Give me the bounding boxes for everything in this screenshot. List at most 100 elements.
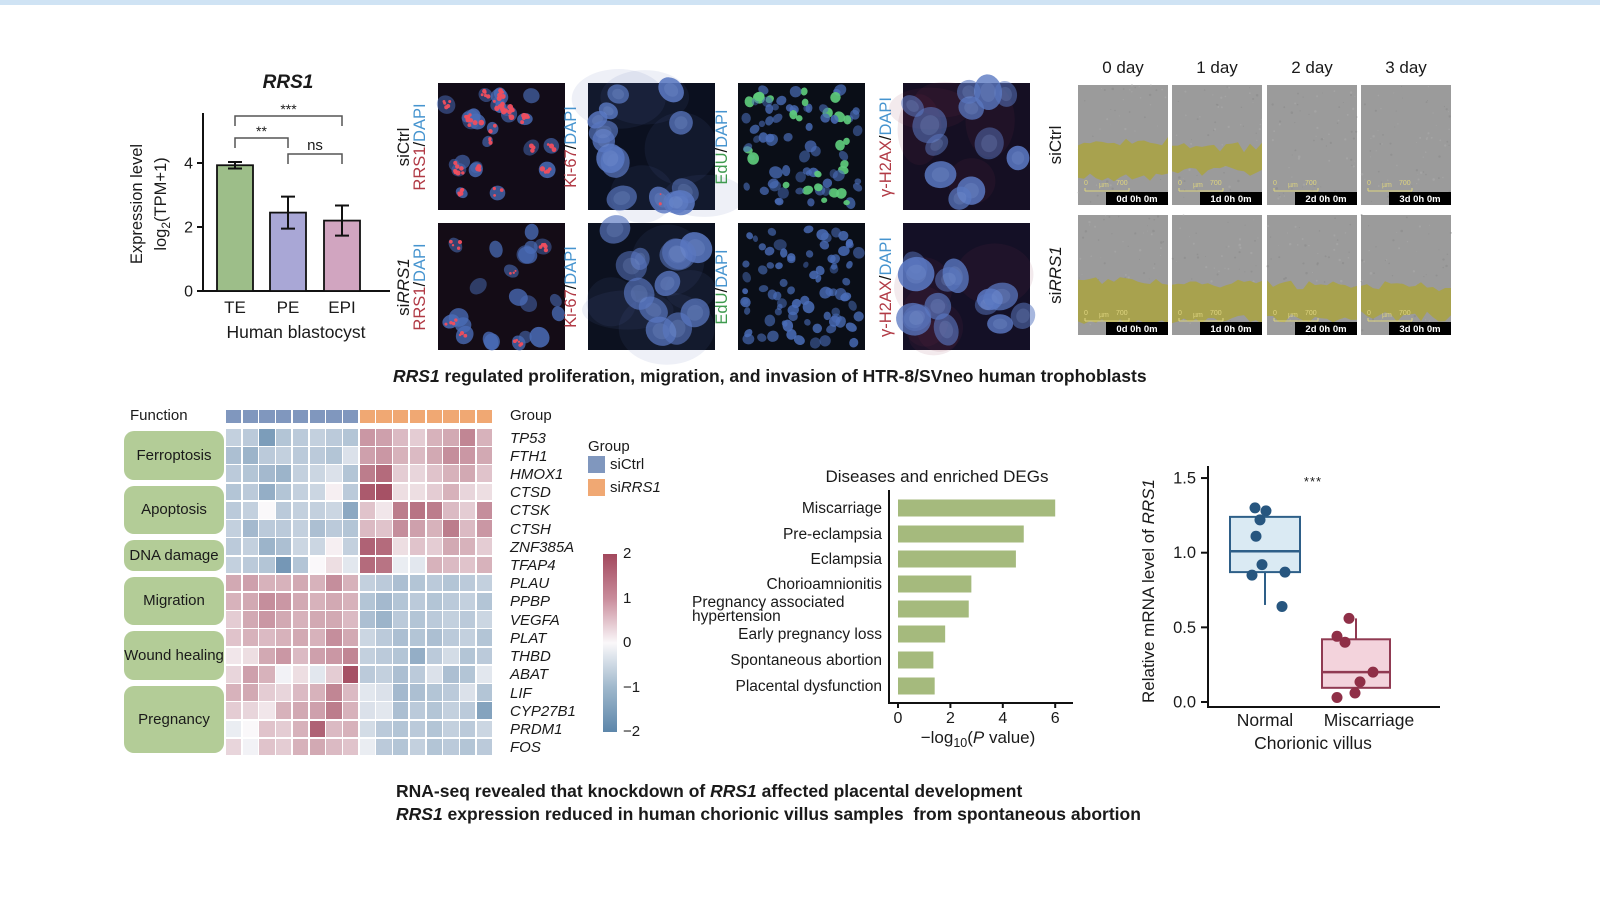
heatmap-cell: [443, 647, 459, 665]
heatmap-legend-title: Group: [588, 438, 630, 455]
heatmap-cell: [460, 538, 476, 555]
gene-label-CYP27B1: CYP27B1: [510, 702, 576, 720]
significance-label: ***: [280, 101, 297, 117]
heatmap-cell: [276, 501, 292, 519]
enrichment-bar-2: [898, 550, 1016, 568]
text-segment: RRS1: [396, 804, 443, 824]
heatmap-cell: [343, 520, 359, 537]
heatmap-cell: [242, 629, 258, 647]
heatmap-cell: [393, 447, 409, 464]
heatmap-cell: [343, 556, 359, 574]
heatmap-cell: [292, 483, 309, 501]
heatmap-cell: [443, 629, 459, 647]
text-segment: DAPI: [713, 108, 731, 148]
function-box-ferroptosis: Ferroptosis: [124, 431, 224, 480]
heatmap-cell: [309, 592, 325, 610]
timestamp-text: 2d 0h 0m: [1305, 194, 1346, 205]
heatmap-cell: [309, 738, 325, 756]
heatmap-cell: [359, 429, 375, 446]
scale-bar: [1084, 188, 1130, 192]
heatmap-cell: [292, 429, 309, 446]
heatmap-cell: [426, 720, 442, 738]
heatmap-cell: [242, 447, 258, 464]
gene-label-ABAT: ABAT: [510, 666, 549, 684]
text-segment: /: [411, 281, 429, 287]
heatmap-cell: [359, 520, 375, 537]
svg-text:0: 0: [1178, 310, 1182, 317]
wound-image-Ctrl-day3: 0 µm 700 3d 0h 0m: [1360, 85, 1451, 205]
wound-day-header: 2 day: [1291, 58, 1333, 77]
heatmap-cell: [343, 592, 359, 610]
group-annotation-cell: [409, 410, 426, 423]
heatmap-cell: [292, 647, 309, 665]
heatmap-cell: [343, 483, 359, 501]
heatmap-cell: [326, 574, 342, 592]
text-segment: RRS1: [411, 146, 429, 191]
fluorescence-image-γ-H2AX-row0: [888, 74, 1030, 210]
heatmap-cell: [259, 429, 275, 446]
data-point: [1260, 505, 1272, 517]
heatmap-cell: [326, 520, 342, 537]
heatmap-cell: [276, 702, 292, 719]
svg-text:Expression level: Expression level: [128, 144, 146, 264]
heatmap-cell: [409, 483, 426, 501]
gene-label-PLAU: PLAU: [510, 575, 550, 593]
heatmap-cell: [460, 702, 476, 719]
heatmap-cell: [426, 538, 442, 555]
data-point: [1254, 514, 1266, 526]
heatmap-cell: [226, 483, 242, 501]
heatmap-cell: [359, 684, 375, 701]
heatmap-cell: [259, 483, 275, 501]
box-category-label: Miscarriage: [1324, 710, 1414, 730]
heatmap-cell: [276, 483, 292, 501]
heatmap-cell: [393, 592, 409, 610]
heatmap-cell: [292, 592, 309, 610]
scale-bar: [1273, 318, 1319, 322]
text-segment: si: [610, 479, 621, 496]
data-point: [1276, 600, 1288, 612]
heatmap-cell: [276, 720, 292, 738]
heatmap-cell: [359, 611, 375, 628]
heatmap-cell: [460, 501, 476, 519]
heatmap-cell: [326, 465, 342, 483]
heatmap-cell: [443, 720, 459, 738]
heatmap-colorbar: [603, 554, 617, 732]
scale-bar: [1367, 318, 1413, 322]
svg-text:µm: µm: [1099, 312, 1109, 319]
group-annotation-cell: [309, 410, 325, 423]
heatmap-cell: [292, 465, 309, 483]
heatmap-cell: [242, 592, 258, 610]
svg-text:µm: µm: [1099, 182, 1109, 189]
heatmap-cell: [226, 720, 242, 738]
heatmap-cell: [443, 702, 459, 719]
heatmap-cell: [443, 556, 459, 574]
wound-day-header: 3 day: [1385, 58, 1427, 77]
heatmap-cell: [259, 447, 275, 464]
boxplot-ylabel: Relative mRNA level of RRS1: [1139, 479, 1158, 703]
heatmap-cell: [226, 556, 242, 574]
boxplot-significance: ***: [1304, 474, 1322, 489]
svg-text:hypertension: hypertension: [692, 608, 781, 625]
heatmap-cell: [359, 647, 375, 665]
svg-text:Early pregnancy loss: Early pregnancy loss: [738, 626, 882, 643]
heatmap-cell: [460, 574, 476, 592]
box-category-label: Normal: [1237, 710, 1293, 730]
heatmap-cell: [326, 720, 342, 738]
text-segment: γ-H2AX: [877, 139, 895, 197]
heatmap-cell: [309, 556, 325, 574]
svg-text:Pre-eclampsia: Pre-eclampsia: [783, 526, 882, 543]
heatmap-cell: [309, 647, 325, 665]
heatmap-cell: [460, 429, 476, 446]
svg-text:Chorioamnionitis: Chorioamnionitis: [767, 576, 883, 593]
colorbar-tick: 2: [623, 545, 632, 562]
significance-label: ns: [307, 137, 323, 154]
heatmap-cell: [242, 574, 258, 592]
heatmap-cell: [443, 574, 459, 592]
text-segment: RRS1: [710, 781, 757, 801]
heatmap-cell: [326, 429, 342, 446]
heatmap-cell: [426, 501, 442, 519]
wound-image-RRS1-day3: 0 µm 700 3d 0h 0m: [1360, 214, 1452, 336]
svg-text:0: 0: [184, 284, 193, 301]
heatmap-cell: [259, 629, 275, 647]
text-segment: expression reduced in human chorionic vi…: [442, 804, 1141, 824]
